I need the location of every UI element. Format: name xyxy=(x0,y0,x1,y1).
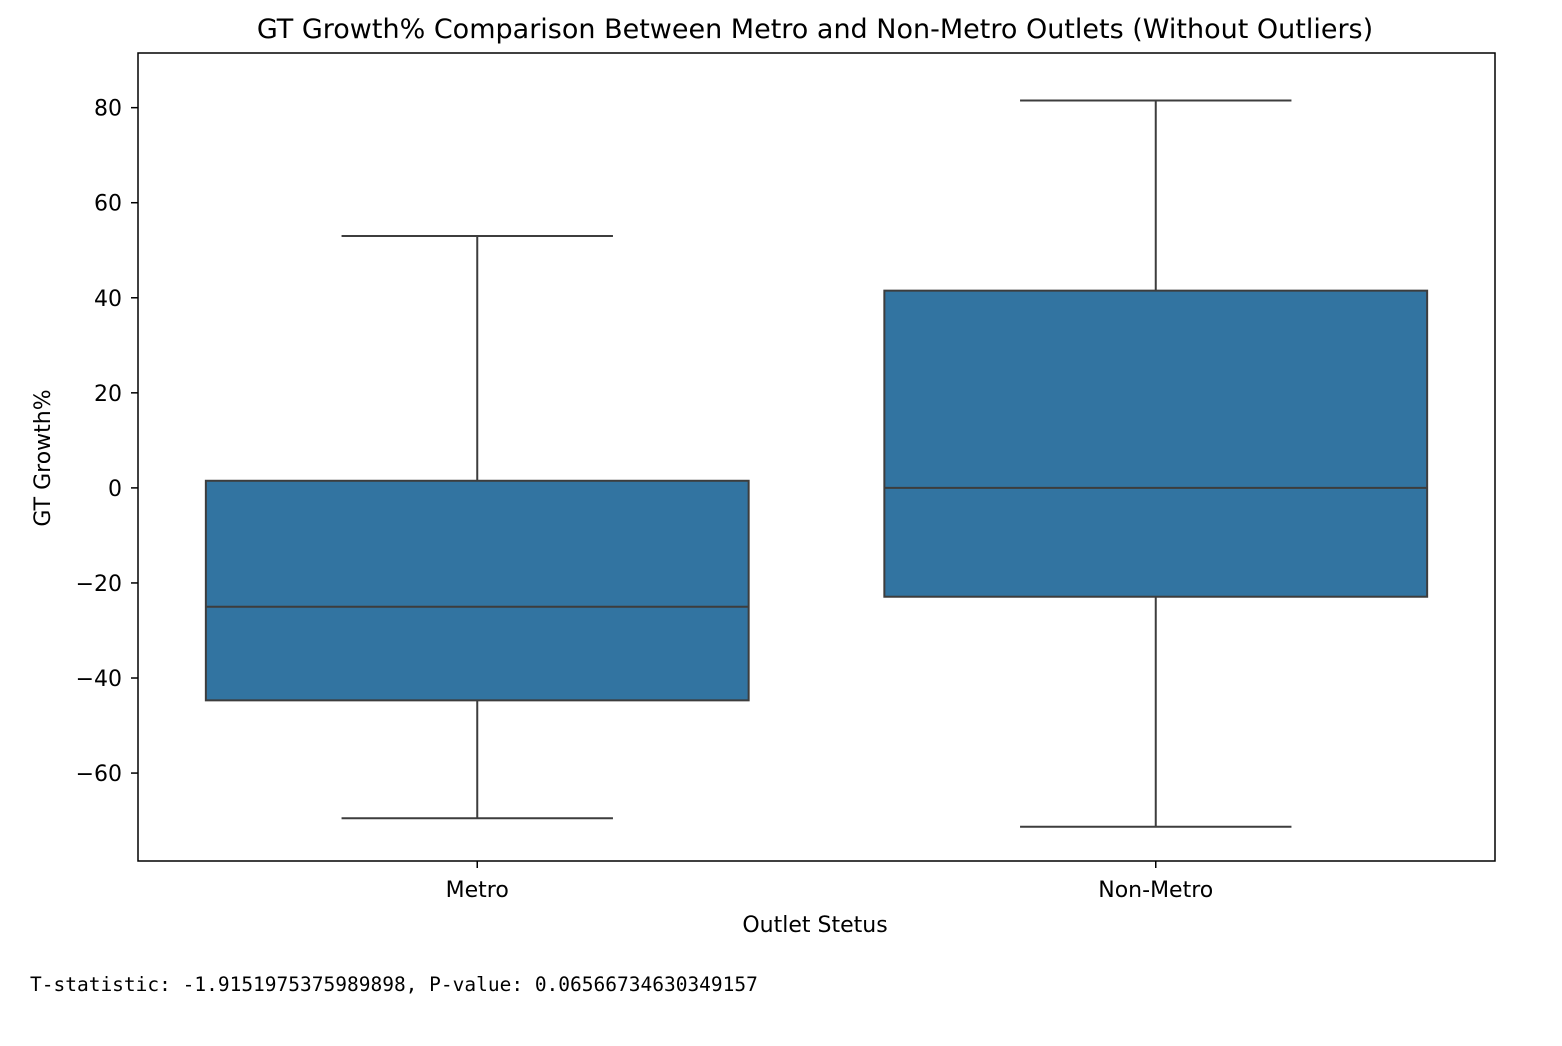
y-tick-label: −20 xyxy=(76,572,122,597)
y-tick-label: 80 xyxy=(94,97,122,122)
plot-area xyxy=(206,101,1427,827)
boxplot-chart: GT Growth% Comparison Between Metro and … xyxy=(0,0,1562,960)
y-tick-label: 60 xyxy=(94,192,122,217)
y-tick-label: 40 xyxy=(94,287,122,312)
t-test-output: T-statistic: -1.9151975375989898, P-valu… xyxy=(30,973,758,996)
y-tick-label: 0 xyxy=(108,477,122,502)
y-tick-label: −60 xyxy=(76,762,122,787)
y-tick-label: 20 xyxy=(94,382,122,407)
box-metro xyxy=(206,236,749,818)
y-tick-label: −40 xyxy=(76,667,122,692)
chart-title: GT Growth% Comparison Between Metro and … xyxy=(257,14,1373,45)
box-non-metro xyxy=(884,101,1427,827)
iqr-box xyxy=(884,291,1427,597)
y-axis-label: GT Growth% xyxy=(31,389,56,526)
x-axis-label: Outlet Stetus xyxy=(742,913,887,938)
iqr-box xyxy=(206,481,749,701)
x-tick-label: Non-Metro xyxy=(1098,878,1213,903)
x-tick-label: Metro xyxy=(446,878,509,903)
